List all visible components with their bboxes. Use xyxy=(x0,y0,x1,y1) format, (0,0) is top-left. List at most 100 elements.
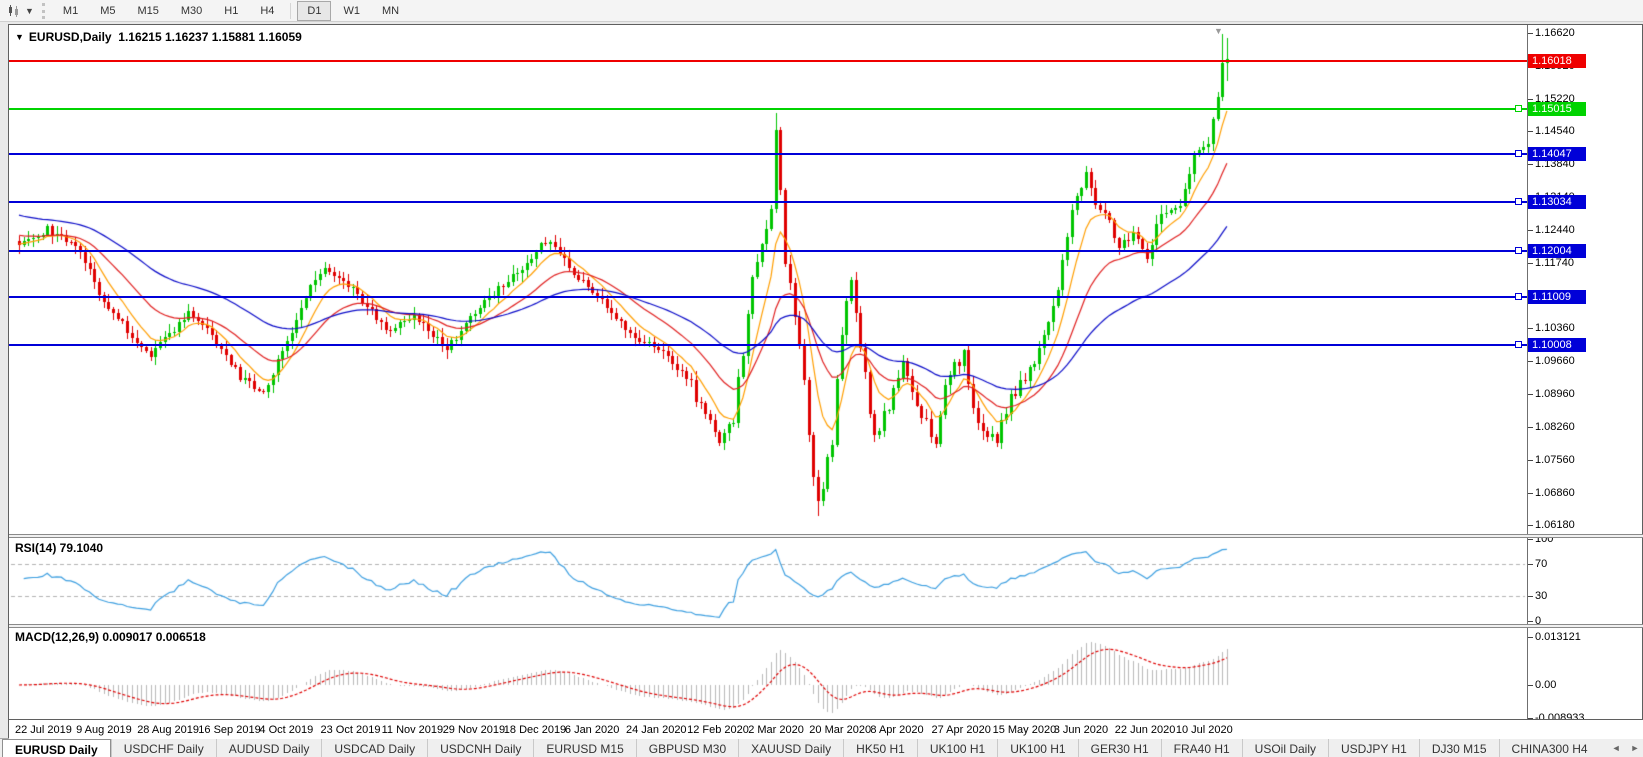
date-label: 8 Apr 2020 xyxy=(870,724,924,736)
chart-tab-usdjpy-h1[interactable]: USDJPY H1 xyxy=(1328,739,1419,757)
time-axis[interactable]: 22 Jul 2019 9 Aug 2019 28 Aug 2019 16 Sep 2… xyxy=(9,719,1643,739)
chart-tab-usdchf-daily[interactable]: USDCHF Daily xyxy=(110,739,216,757)
date-label: 24 Jan 2020 xyxy=(626,724,687,736)
chart-tab-fra40-h1[interactable]: FRA40 H1 xyxy=(1160,739,1242,757)
date-label: 6 Jan 2020 xyxy=(564,724,620,736)
timeframe-button-d1[interactable]: D1 xyxy=(297,0,332,21)
level-line-1.10008[interactable] xyxy=(9,344,1527,346)
price-tick-1.10360: 1.10360 xyxy=(1528,322,1575,335)
price-tick-1.15220: 1.15220 xyxy=(1528,92,1575,105)
chart-tab-usdcad-daily[interactable]: USDCAD Daily xyxy=(321,739,427,757)
timeframe-button-m5[interactable]: M5 xyxy=(100,4,116,17)
chart-type-dropdown-caret[interactable]: ▼ xyxy=(25,5,34,16)
price-tick-1.08960: 1.08960 xyxy=(1528,388,1575,401)
date-label: 23 Oct 2019 xyxy=(320,724,381,736)
tab-scroll-arrows: ◄ ► xyxy=(1600,739,1643,757)
rsi-panel-separator[interactable] xyxy=(9,534,1643,538)
level-line-1.13034[interactable] xyxy=(9,201,1527,203)
level-handle-icon[interactable] xyxy=(1515,247,1522,254)
price-tag-1.10008: 1.10008 xyxy=(1528,338,1586,352)
chart-tab-hk50-h1[interactable]: HK50 H1 xyxy=(843,739,917,757)
price-tick-1.06860: 1.06860 xyxy=(1528,486,1575,499)
price-axis-separator xyxy=(1527,25,1528,739)
level-handle-icon[interactable] xyxy=(1515,341,1522,348)
level-handle-icon[interactable] xyxy=(1515,105,1522,112)
date-label: 15 May 2020 xyxy=(992,724,1057,736)
level-line-1.16018[interactable] xyxy=(9,60,1527,62)
date-label: 2 Mar 2020 xyxy=(748,724,804,736)
macd-panel-separator[interactable] xyxy=(9,624,1643,628)
last-bar-marker-icon: ▼ xyxy=(1214,26,1223,36)
chart-tab-uk100-h1[interactable]: UK100 H1 xyxy=(916,739,997,757)
date-label: 16 Sep 2019 xyxy=(198,724,261,736)
price-tick-1.12440: 1.12440 xyxy=(1528,224,1575,236)
date-label: 29 Nov 2019 xyxy=(442,724,506,736)
date-label: 18 Dec 2019 xyxy=(503,724,567,736)
price-tick-1.13840: 1.13840 xyxy=(1528,158,1575,171)
chart-tab-audusd-daily[interactable]: AUDUSD Daily xyxy=(215,739,322,757)
level-line-1.11009[interactable] xyxy=(9,296,1527,298)
timeframe-button-h1[interactable]: H1 xyxy=(224,4,239,17)
timeframe-button-mn[interactable]: MN xyxy=(381,4,400,17)
date-label: 10 Jul 2020 xyxy=(1175,724,1233,736)
chart-tab-dj30-m15[interactable]: DJ30 M15 xyxy=(1418,739,1499,757)
price-tag-1.11009: 1.11009 xyxy=(1528,290,1586,304)
macd-tick-0.00: 0.00 xyxy=(1527,679,1557,691)
rsi-tick-0: 0 xyxy=(1527,615,1542,627)
macd-tick-0.013121: 0.013121 xyxy=(1528,630,1581,643)
date-label: 27 Apr 2020 xyxy=(931,724,991,736)
price-tick-1.11740: 1.11740 xyxy=(1528,256,1574,269)
chart-title-caret-icon[interactable]: ▼ xyxy=(15,32,24,42)
chart-tab-xauusd-daily[interactable]: XAUUSD Daily xyxy=(738,739,843,757)
timeframe-button-m15[interactable]: M15 xyxy=(137,4,159,17)
chart-tab-china300-h4[interactable]: CHINA300 H4 xyxy=(1498,739,1600,757)
price-tick-1.14540: 1.14540 xyxy=(1528,125,1575,138)
price-tag-1.12004: 1.12004 xyxy=(1528,244,1586,258)
chart-tab-bar: EURUSD Daily USDCHF Daily AUDUSD Daily USDC… xyxy=(0,738,1643,757)
chart-tab-eurusd-daily[interactable]: EURUSD Daily xyxy=(2,739,111,757)
level-handle-icon[interactable] xyxy=(1515,198,1522,205)
date-label: 11 Nov 2019 xyxy=(381,724,444,736)
chart-tab-usdcnh-daily[interactable]: USDCNH Daily xyxy=(427,739,533,757)
level-handle-icon[interactable] xyxy=(1515,293,1522,300)
rsi-indicator-label: RSI(14) 79.1040 xyxy=(15,541,104,555)
macd-indicator-label: MACD(12,26,9) 0.009017 0.006518 xyxy=(15,630,206,644)
price-tag-1.15015: 1.15015 xyxy=(1528,102,1586,116)
level-line-1.15015[interactable] xyxy=(9,108,1527,110)
toolbar-grip-handle[interactable] xyxy=(41,2,45,19)
date-label: 28 Aug 2019 xyxy=(137,724,199,736)
date-label: 22 Jul 2019 xyxy=(15,724,72,736)
candlestick-chart-icon[interactable] xyxy=(4,3,24,19)
level-handle-icon[interactable] xyxy=(1515,150,1522,157)
chart-tab-gbpusd-m30[interactable]: GBPUSD M30 xyxy=(635,739,738,757)
timeframe-button-w1[interactable]: W1 xyxy=(343,4,360,17)
top-toolbar: ▼ M1 M5 M15 M30 H1 H4 D1 W1 MN xyxy=(0,0,1643,22)
price-tick-1.08260: 1.08260 xyxy=(1528,421,1575,433)
tab-scroll-left-icon[interactable]: ◄ xyxy=(1611,743,1621,753)
rsi-tick-30: 30 xyxy=(1527,590,1548,603)
chart-tab-ger30-h1[interactable]: GER30 H1 xyxy=(1077,739,1161,757)
timeframe-button-m1[interactable]: M1 xyxy=(62,4,79,17)
rsi-tick-70: 70 xyxy=(1527,557,1548,570)
level-line-1.12004[interactable] xyxy=(9,250,1527,252)
price-tick-1.16620: 1.16620 xyxy=(1528,27,1575,39)
date-label: 3 Jun 2020 xyxy=(1053,724,1109,736)
chart-tab-usoil-daily[interactable]: USOil Daily xyxy=(1241,739,1328,757)
chart-tab-eurusd-m15[interactable]: EURUSD M15 xyxy=(533,739,635,757)
level-line-1.14047[interactable] xyxy=(9,153,1527,155)
timeframe-button-h4[interactable]: H4 xyxy=(260,4,275,17)
price-tick-1.09660: 1.09660 xyxy=(1528,355,1575,368)
chart-tab-uk100-h1[interactable]: UK100 H1 xyxy=(997,739,1077,757)
date-label: 20 Mar 2020 xyxy=(809,724,872,736)
price-chart-canvas[interactable] xyxy=(9,25,1642,737)
chart-title: ▼ EURUSD,Daily 1.16215 1.16237 1.15881 1… xyxy=(15,30,302,44)
chart-title-text: EURUSD,Daily 1.16215 1.16237 1.15881 1.1… xyxy=(28,30,302,44)
price-tag-1.14047: 1.14047 xyxy=(1528,147,1586,161)
timeframe-button-m30[interactable]: M30 xyxy=(180,4,203,17)
chart-window: ▼ EURUSD,Daily 1.16215 1.16237 1.15881 1… xyxy=(8,24,1643,739)
price-tag-1.13034: 1.13034 xyxy=(1528,195,1586,209)
toolbar-separator xyxy=(290,2,292,19)
timeframe-button-group: M1 M5 M15 M30 H1 H4 D1 W1 MN xyxy=(52,0,410,21)
tab-scroll-right-icon[interactable]: ► xyxy=(1630,743,1640,753)
price-tick-1.07560: 1.07560 xyxy=(1528,453,1575,466)
